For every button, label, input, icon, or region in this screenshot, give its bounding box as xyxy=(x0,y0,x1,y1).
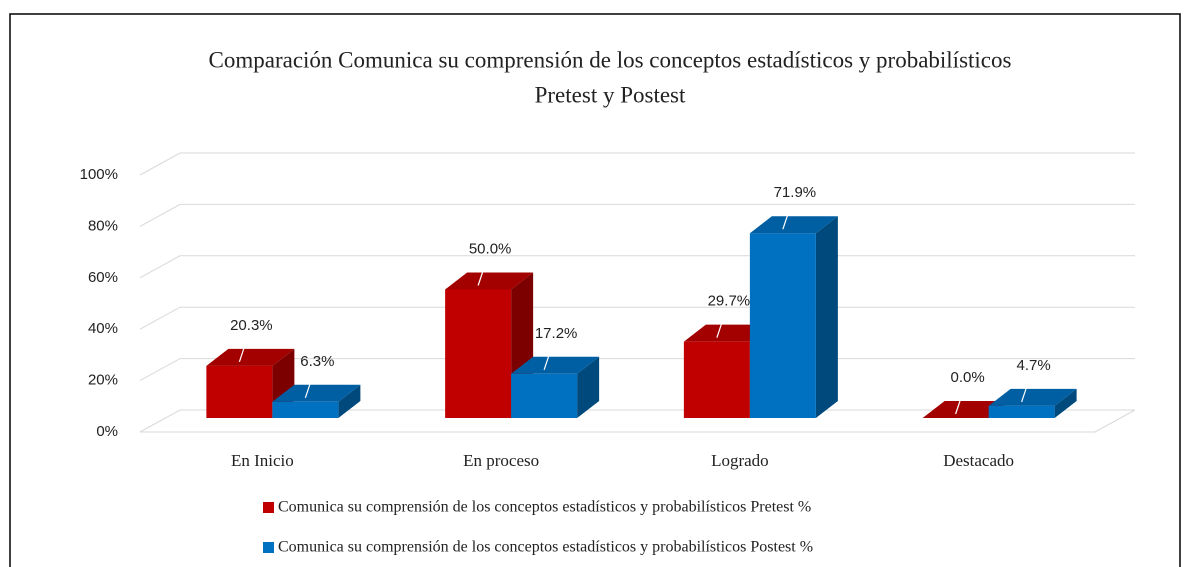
x-tick-label: Logrado xyxy=(711,451,769,470)
chart-title: Comparación Comunica su comprensión de l… xyxy=(209,47,1012,72)
bar xyxy=(749,233,816,418)
bar-top xyxy=(511,356,600,374)
leader-line xyxy=(543,345,553,370)
leader-line xyxy=(955,389,965,415)
bar xyxy=(206,365,273,418)
data-label: 71.9% xyxy=(774,184,817,201)
x-tick-label: En Inicio xyxy=(231,451,294,470)
y-tick-label: 40% xyxy=(88,320,118,337)
y-tick-label: 0% xyxy=(96,423,118,440)
bar-top xyxy=(272,384,361,402)
data-label: 6.3% xyxy=(300,353,334,370)
y-tick-label: 80% xyxy=(88,217,118,234)
y-tick-label: 60% xyxy=(88,269,118,286)
bar-side xyxy=(338,384,361,418)
leader-line xyxy=(716,313,726,338)
data-label: 4.7% xyxy=(1017,357,1051,374)
bar-top xyxy=(988,388,1077,406)
bar-top xyxy=(749,216,838,234)
legend-label: Comunica su comprensión de los conceptos… xyxy=(278,499,811,516)
bar xyxy=(272,401,339,418)
leader-line xyxy=(304,373,314,398)
y-tick-label: 20% xyxy=(88,372,118,389)
bar xyxy=(511,373,578,418)
floor-edge xyxy=(140,409,1136,433)
chart-title: Pretest y Postest xyxy=(535,82,686,107)
leader-line xyxy=(782,205,792,230)
bar xyxy=(683,341,750,418)
bar-top xyxy=(206,348,295,366)
grid-line xyxy=(139,203,1135,227)
bar-top xyxy=(445,272,534,290)
data-label: 29.7% xyxy=(708,293,751,310)
data-label: 20.3% xyxy=(230,317,273,334)
x-tick-label: Destacado xyxy=(943,451,1014,470)
leader-line xyxy=(1021,377,1031,403)
legend-swatch xyxy=(263,502,274,513)
data-label: 0.0% xyxy=(951,369,985,386)
chart-frame xyxy=(9,13,1181,567)
bar-side xyxy=(815,216,838,418)
y-tick-label: 100% xyxy=(80,166,118,183)
legend-label: Comunica su comprensión de los conceptos… xyxy=(278,539,813,556)
bar xyxy=(988,405,1055,418)
bar-side xyxy=(1054,388,1077,418)
leader-line xyxy=(477,261,487,286)
data-label: 50.0% xyxy=(469,240,512,257)
bar xyxy=(445,289,512,418)
bar-side xyxy=(577,356,600,418)
legend-swatch xyxy=(263,542,274,553)
data-label: 17.2% xyxy=(535,325,578,342)
leader-line xyxy=(238,337,248,363)
grid-line xyxy=(139,152,1135,176)
x-tick-label: En proceso xyxy=(463,451,539,470)
